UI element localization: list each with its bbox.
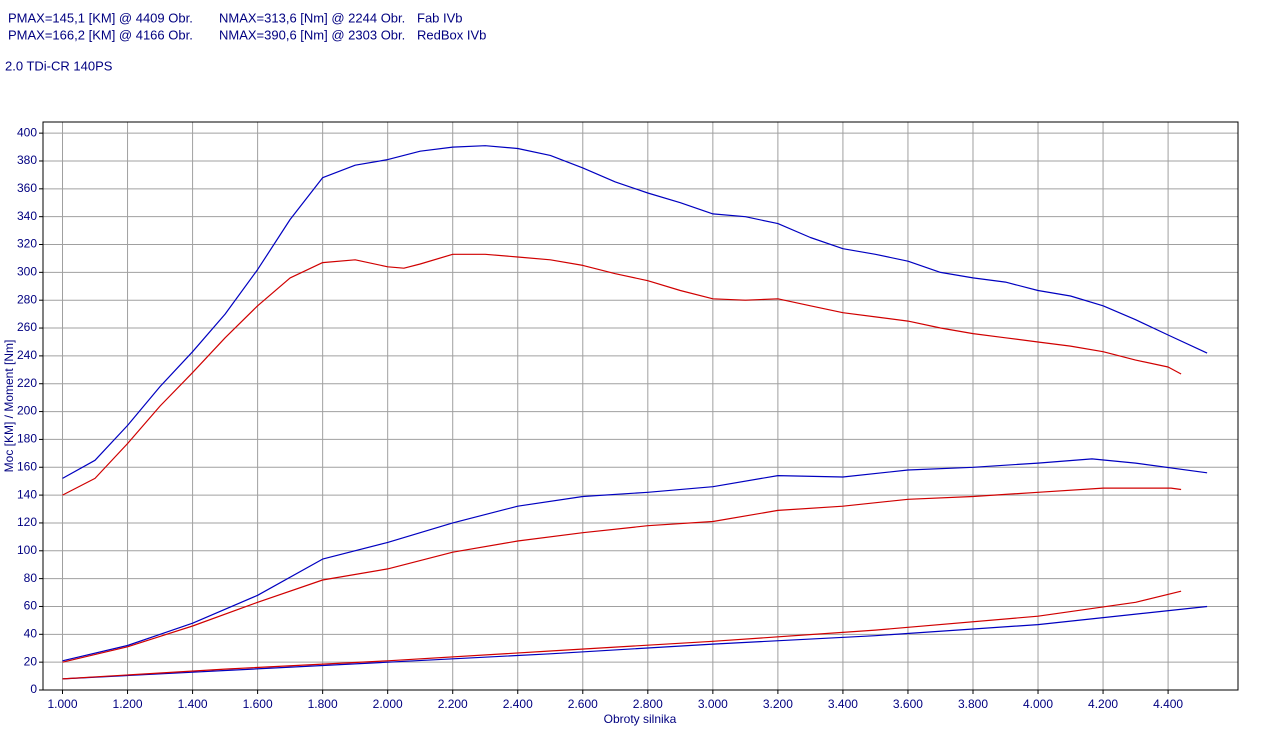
data-line: [62, 253, 1182, 496]
x-tick-label: 2.800: [633, 697, 663, 711]
y-tick-label: 200: [17, 404, 37, 418]
y-tick-label: 60: [24, 599, 38, 613]
header-name: RedBox IVb: [417, 27, 486, 42]
data-line: [62, 590, 1182, 680]
y-tick-label: 320: [17, 237, 37, 251]
y-tick-label: 100: [17, 543, 37, 557]
y-tick-label: 160: [17, 459, 37, 473]
data-line: [62, 145, 1208, 479]
x-tick-label: 1.600: [243, 697, 273, 711]
series: [62, 145, 1208, 680]
header-nmax: NMAX=390,6 [Nm] @ 2303 Obr.: [219, 27, 405, 42]
y-tick-label: 140: [17, 487, 37, 501]
subtitle: 2.0 TDi-CR 140PS: [5, 58, 113, 73]
x-tick-label: 1.000: [47, 697, 77, 711]
data-line: [62, 487, 1182, 663]
y-tick-label: 280: [17, 292, 37, 306]
x-tick-label: 2.000: [373, 697, 403, 711]
x-tick-label: 3.600: [893, 697, 923, 711]
x-tick-label: 1.400: [178, 697, 208, 711]
x-axis-label: Obroty silnika: [604, 712, 677, 726]
plot-frame: [42, 121, 1239, 691]
y-tick-label: 180: [17, 432, 37, 446]
grid: [39, 122, 1238, 694]
header-name: Fab IVb: [417, 10, 463, 25]
x-tick-label: 1.800: [308, 697, 338, 711]
y-tick-label: 300: [17, 265, 37, 279]
header-pmax: PMAX=145,1 [KM] @ 4409 Obr.: [8, 10, 193, 25]
y-axis-label: Moc [KM] / Moment [Nm]: [2, 340, 16, 473]
y-tick-label: 240: [17, 348, 37, 362]
data-line: [62, 458, 1208, 662]
y-tick-label: 340: [17, 209, 37, 223]
y-tick-label: 400: [17, 125, 37, 139]
y-tick-label: 80: [24, 571, 38, 585]
y-tick-label: 260: [17, 320, 37, 334]
x-tick-label: 3.400: [828, 697, 858, 711]
y-tick-label: 20: [24, 654, 38, 668]
data-line: [62, 605, 1208, 680]
x-tick-label: 4.000: [1023, 697, 1053, 711]
x-tick-label: 4.200: [1088, 697, 1118, 711]
x-tick-label: 2.400: [503, 697, 533, 711]
y-tick-label: 40: [24, 626, 38, 640]
y-tick-label: 360: [17, 181, 37, 195]
y-tick-label: 220: [17, 376, 37, 390]
y-tick-label: 120: [17, 515, 37, 529]
x-tick-label: 2.600: [568, 697, 598, 711]
x-tick-label: 3.800: [958, 697, 988, 711]
y-tick-label: 0: [30, 682, 37, 696]
header-pmax: PMAX=166,2 [KM] @ 4166 Obr.: [8, 27, 193, 42]
x-tick-label: 2.200: [438, 697, 468, 711]
x-tick-label: 1.200: [113, 697, 143, 711]
y-tick-label: 380: [17, 153, 37, 167]
x-tick-label: 3.000: [698, 697, 728, 711]
header-nmax: NMAX=313,6 [Nm] @ 2244 Obr.: [219, 10, 405, 25]
x-tick-label: 4.400: [1153, 697, 1183, 711]
x-tick-label: 3.200: [763, 697, 793, 711]
